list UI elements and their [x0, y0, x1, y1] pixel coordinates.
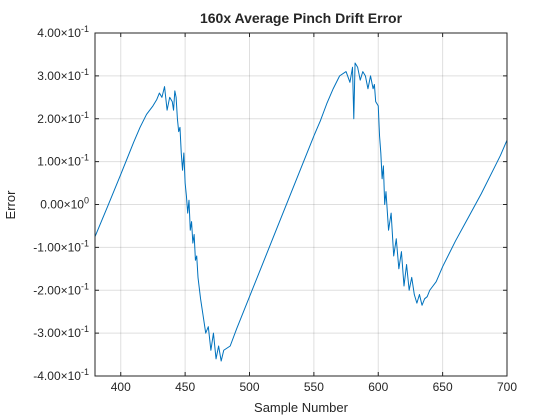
y-tick-times: ×10	[61, 69, 82, 83]
y-tick-label: 4.00×10-1	[37, 24, 89, 40]
y-tick-mantissa: 3.00	[37, 69, 61, 83]
chart-title: 160x Average Pinch Drift Error	[200, 10, 403, 26]
y-tick-label: -2.00×10-1	[33, 281, 89, 297]
y-tick-exponent: -1	[81, 324, 89, 334]
y-tick-mantissa: 4.00	[37, 26, 61, 40]
x-tick-label: 400	[111, 380, 131, 394]
x-tick-labels: 400 450 500 550 600 650 700	[111, 380, 518, 394]
y-tick-mantissa: 1.00	[37, 155, 61, 169]
y-tick-mantissa: -2.00	[33, 283, 61, 297]
x-tick-label: 650	[433, 380, 453, 394]
tick-marks	[95, 32, 508, 377]
x-tick-label: 700	[497, 380, 517, 394]
y-axis-label: Error	[3, 190, 18, 220]
y-tick-labels: 4.00×10-13.00×10-12.00×10-11.00×10-10.00…	[33, 24, 89, 383]
x-tick-label: 550	[304, 380, 324, 394]
x-axis-label: Sample Number	[254, 400, 349, 415]
x-tick-label: 500	[239, 380, 259, 394]
series-layer	[94, 62, 508, 362]
x-tick-label: 450	[175, 380, 195, 394]
y-tick-times: ×10	[61, 240, 82, 254]
y-tick-times: ×10	[61, 283, 82, 297]
y-tick-label: -1.00×10-1	[33, 238, 89, 254]
y-tick-mantissa: 2.00	[37, 112, 61, 126]
y-tick-mantissa: -1.00	[33, 240, 61, 254]
y-tick-exponent: -1	[81, 67, 89, 77]
y-tick-exponent: -1	[81, 238, 89, 248]
y-tick-mantissa: -3.00	[33, 326, 61, 340]
y-tick-label: 0.00×100	[40, 196, 89, 212]
x-tick-label: 600	[368, 380, 388, 394]
series-line-0	[94, 62, 508, 362]
y-tick-label: -4.00×10-1	[33, 367, 89, 383]
y-tick-label: 3.00×10-1	[37, 67, 89, 83]
y-tick-label: 2.00×10-1	[37, 110, 89, 126]
y-tick-exponent: -1	[81, 110, 89, 120]
y-tick-times: ×10	[61, 112, 82, 126]
y-tick-times: ×10	[61, 26, 82, 40]
y-tick-times: ×10	[61, 326, 82, 340]
y-tick-mantissa: 0.00	[40, 198, 64, 212]
y-tick-mantissa: -4.00	[33, 369, 61, 383]
y-tick-times: ×10	[64, 198, 85, 212]
y-tick-times: ×10	[61, 369, 82, 383]
y-tick-exponent: -1	[81, 24, 89, 34]
y-tick-exponent: -1	[81, 153, 89, 163]
y-tick-label: 1.00×10-1	[37, 153, 89, 169]
y-tick-exponent: 0	[84, 196, 89, 206]
y-tick-exponent: -1	[81, 281, 89, 291]
y-tick-times: ×10	[61, 155, 82, 169]
y-tick-exponent: -1	[81, 367, 89, 377]
y-tick-label: -3.00×10-1	[33, 324, 89, 340]
